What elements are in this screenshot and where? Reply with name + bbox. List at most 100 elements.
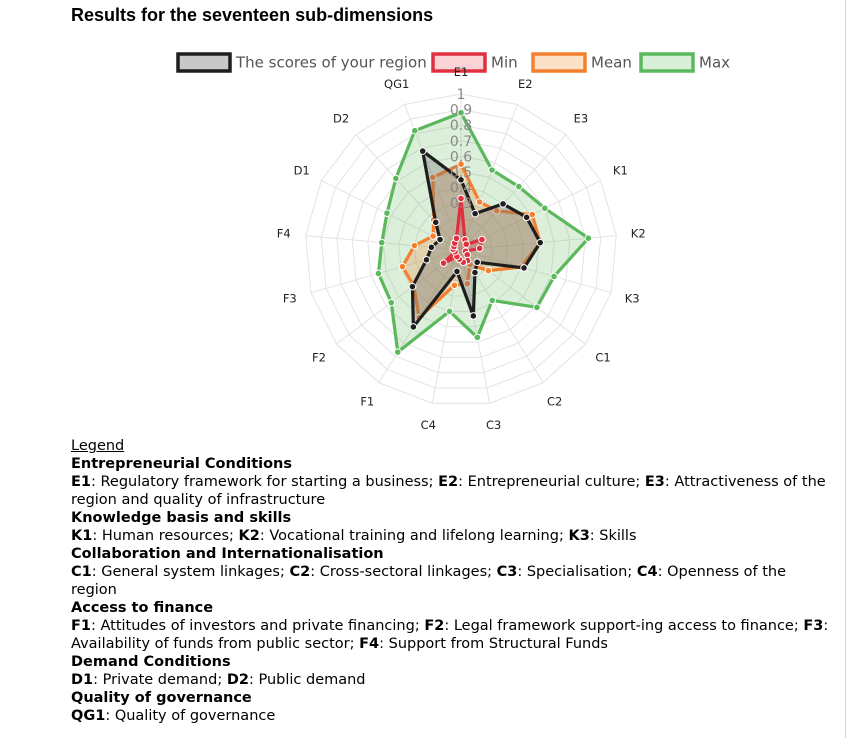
data-point	[393, 348, 402, 356]
grid-ring	[398, 187, 524, 312]
legend-label: Min	[491, 54, 518, 72]
axis-label: E1	[454, 65, 469, 79]
data-point	[463, 279, 472, 288]
radial-tick-label: 1	[457, 87, 466, 103]
radial-tick-label: 0.9	[450, 103, 472, 119]
radar-chart: The scores of your region Min Mean Max 0.30…	[176, 52, 730, 432]
grid-spoke	[460, 134, 567, 251]
data-point	[453, 267, 461, 276]
data-point	[422, 256, 431, 264]
legend-code: C2	[289, 564, 311, 580]
axis-label: C3	[486, 418, 501, 432]
axis-label: E3	[574, 111, 589, 125]
legend-group-description: D1: Private demand; D2: Public demand	[71, 671, 831, 689]
legend-code: K2	[238, 528, 260, 544]
legend-groups: Entrepreneurial Conditions E1: Regulatory…	[71, 455, 831, 725]
legend-code: F2	[424, 618, 445, 634]
data-point	[439, 259, 448, 267]
chart-legend[interactable]: The scores of your region Min Mean Max	[176, 52, 730, 73]
grid-spoke	[460, 249, 612, 294]
legend-group-description: K1: Human resources; K2: Vocational trai…	[71, 527, 831, 545]
legend-code: E1	[71, 474, 91, 490]
data-point	[457, 160, 465, 168]
legend-group-title: Knowledge basis and skills	[71, 510, 292, 526]
legend-label: Max	[699, 54, 730, 72]
data-point	[473, 258, 481, 267]
legend-group-title: Demand Conditions	[71, 654, 231, 670]
legend-code-text: : Human resources;	[92, 528, 239, 544]
legend-code-text: : Support from Structural Funds	[379, 636, 608, 652]
data-point	[445, 307, 454, 316]
data-point	[478, 235, 486, 244]
data-point	[515, 182, 523, 191]
legend-code: K1	[71, 528, 93, 544]
legend-swatch	[176, 52, 232, 73]
legend-group-description: E1: Regulatory framework for starting a …	[71, 473, 831, 509]
data-point	[488, 296, 497, 305]
radar-grid	[305, 93, 617, 404]
legend-label: Mean	[591, 54, 632, 72]
legend-code: E3	[644, 474, 665, 490]
data-point	[452, 234, 461, 243]
legend-code: F1	[71, 618, 91, 634]
data-point	[387, 298, 396, 307]
legend-swatch	[639, 52, 695, 73]
axis-label: F2	[312, 350, 326, 364]
grid-spoke	[310, 249, 462, 294]
data-point	[429, 232, 437, 240]
legend-group-description: F1: Attitudes of investors and private f…	[71, 617, 831, 653]
data-point	[418, 147, 427, 155]
legend-code-text: : Quality of governance	[105, 708, 276, 724]
radial-tick-label: 0.5	[450, 165, 472, 181]
data-point	[429, 173, 437, 182]
legend-group-title: Quality of governance	[71, 690, 252, 706]
legend-code: QG1	[71, 708, 106, 724]
legend-code-text: : Availability of funds from public sect…	[71, 618, 829, 652]
legend-group-title: Entrepreneurial Conditions	[71, 456, 293, 472]
legend-code-text: : Public demand	[248, 672, 366, 688]
axis-label: E2	[518, 77, 533, 91]
data-point	[584, 234, 593, 242]
legend-code-text: : Regulatory framework for starting a bu…	[91, 474, 439, 490]
axis-label: C4	[421, 418, 436, 432]
axis-label: C1	[595, 350, 610, 364]
data-point	[533, 303, 541, 312]
axis-label: F1	[360, 394, 374, 408]
data-point	[475, 198, 484, 206]
data-point	[462, 240, 471, 249]
legend-code-text: : Attitudes of investors and private fin…	[91, 618, 425, 634]
grid-spoke	[460, 249, 491, 404]
legend-code-text: : Openness of the region	[71, 564, 787, 598]
legend-code-text: : Cross-sectoral linkages;	[310, 564, 497, 580]
data-point	[520, 264, 528, 272]
axis-label: K3	[625, 292, 640, 306]
axis-label: K1	[613, 164, 628, 178]
data-point	[374, 269, 383, 278]
radial-tick-label: 0.8	[450, 118, 472, 134]
grid-ring	[336, 124, 586, 374]
data-point	[398, 262, 407, 271]
legend-code-text: : Specialisation;	[517, 564, 637, 580]
legend-code-text: : Entrepreneurial culture;	[458, 474, 645, 490]
axis-label: D2	[333, 111, 349, 125]
data-point	[408, 282, 417, 291]
data-point	[550, 272, 558, 281]
legend-swatch	[431, 52, 487, 73]
legend-code: E2	[438, 474, 459, 490]
data-point	[471, 268, 479, 277]
legend-heading: Legend	[71, 438, 125, 454]
legend-code: K3	[568, 528, 590, 544]
legend-code-text: : Vocational training and lifelong learn…	[259, 528, 569, 544]
grid-spoke	[460, 104, 518, 251]
scrollbar[interactable]	[845, 0, 855, 738]
legend-code-text: : Skills	[589, 528, 637, 544]
data-point	[436, 235, 444, 244]
data-point	[540, 204, 549, 213]
grid-ring	[305, 93, 617, 404]
data-point	[499, 200, 507, 208]
axis-label: F3	[283, 292, 297, 306]
data-point	[457, 194, 465, 203]
legend-code: C4	[636, 564, 658, 580]
axis-label: K2	[631, 227, 646, 241]
axis-label: D1	[294, 164, 310, 178]
